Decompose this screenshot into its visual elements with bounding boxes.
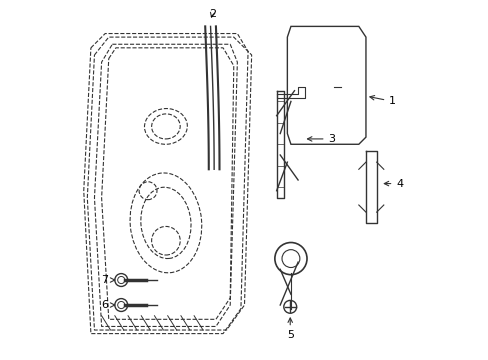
Text: 1: 1 [369, 95, 395, 107]
Text: 7: 7 [101, 275, 115, 285]
Text: 5: 5 [286, 318, 293, 341]
Text: 2: 2 [208, 9, 216, 19]
Text: 6: 6 [101, 300, 115, 310]
Text: 3: 3 [307, 134, 335, 144]
Text: 4: 4 [384, 179, 403, 189]
